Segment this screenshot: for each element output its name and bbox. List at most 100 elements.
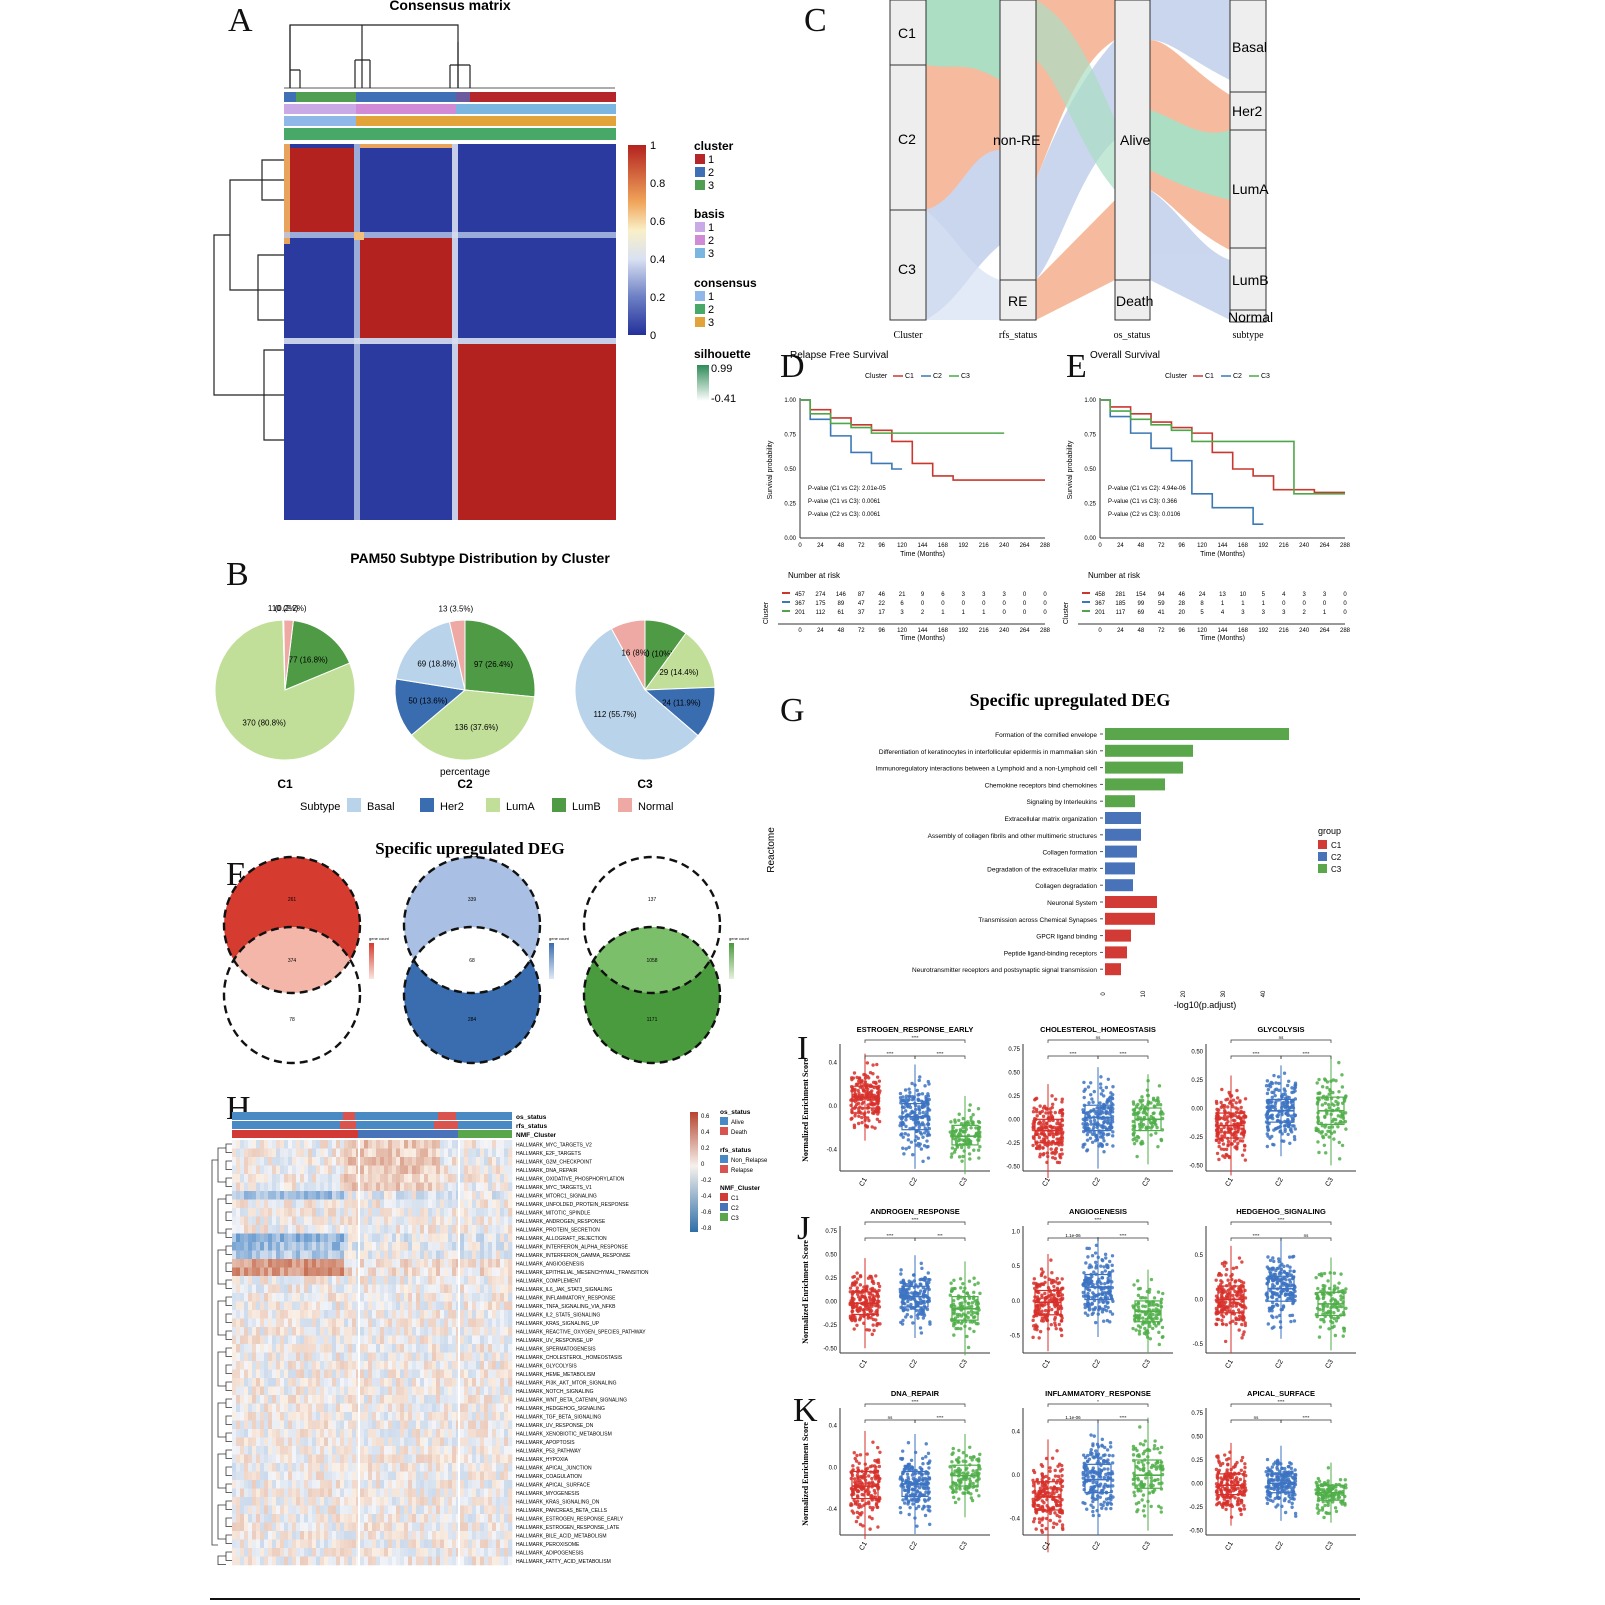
legend-item-cluster: 1	[708, 154, 714, 166]
boxplot-ytick: -0.25	[1189, 1505, 1203, 1511]
reactome-bar	[1105, 778, 1165, 791]
rfs-risk-xtick: 168	[938, 628, 949, 634]
boxplot-ytick: 0.25	[825, 1276, 837, 1282]
os-pvalue: P-value (C1 vs C2): 4.94e-06	[1108, 486, 1186, 492]
sankey-axis-os: os_status	[1114, 330, 1151, 341]
boxplot-points-C1	[849, 1440, 882, 1531]
heatmap-row-label: HALLMARK_MYC_TARGETS_V2	[516, 1143, 592, 1149]
heatmap-row-label: HALLMARK_HEME_METABOLISM	[516, 1372, 595, 1378]
heatmap-annotation-label: NMF_Cluster	[516, 1132, 557, 1139]
boxplot-ytick: -0.5	[1010, 1334, 1021, 1340]
legend-swatch-basis	[695, 222, 705, 232]
heatmap-legend-swatch	[720, 1193, 728, 1201]
rfs-ytick: 0.75	[784, 433, 796, 439]
pie-label-C3: 16 (8%)	[621, 649, 649, 658]
boxplot-title: GLYCOLYSIS	[1258, 1025, 1305, 1034]
heatmap-row-label: HALLMARK_APICAL_SURFACE	[516, 1483, 591, 1489]
reactome-category-label: Extracellular matrix organization	[1005, 816, 1098, 823]
heatmap-scale-tick: -0.4	[701, 1194, 712, 1200]
boxplot-ytick: -0.50	[1006, 1164, 1020, 1170]
reactome-legend-swatch-C3	[1318, 864, 1327, 873]
heatmap-legend-title: rfs_status	[720, 1147, 751, 1154]
pie-slice-C3-LumA	[643, 632, 716, 691]
boxplot-sig-bracket	[1047, 1419, 1099, 1423]
legend-item-consensus: 1	[708, 291, 714, 303]
os-risk-cell: 117	[1116, 610, 1126, 616]
rfs-risk-cell: 0	[1023, 592, 1027, 598]
heatmap-row-label: HALLMARK_IL2_STAT5_SIGNALING	[516, 1313, 600, 1319]
boxplot-sig-label: ****	[1252, 1233, 1259, 1238]
venn-bottom-count: 284	[468, 1017, 477, 1023]
heatmap-row-label: HALLMARK_HEDGEHOG_SIGNALING	[516, 1406, 605, 1412]
boxplot-ytick: 0.25	[1191, 1458, 1203, 1464]
rfs-xtick: 216	[979, 543, 990, 549]
os-ytick: 0.00	[1084, 536, 1096, 542]
boxplot-ytick: 0.0	[1012, 1299, 1021, 1305]
reactome-category-label: Neuronal System	[1047, 900, 1097, 907]
boxplot-xtick: C2	[1274, 1177, 1285, 1188]
heatmap-annotation-label: os_status	[516, 1114, 547, 1121]
heatmap-nmf-cluster-segment	[232, 1130, 358, 1138]
os-km-svg: Overall Survival Cluster C1 C2 C3 1.00 0.75 0.5…	[1063, 350, 1351, 642]
reactome-bar	[1105, 879, 1133, 892]
boxplot-points-C2	[1081, 1075, 1115, 1154]
boxplot-sig-bracket	[1230, 1055, 1282, 1059]
heatmap-row-label: HALLMARK_NOTCH_SIGNALING	[516, 1389, 594, 1395]
os-xtick: 96	[1178, 543, 1185, 549]
rfs-risk-cell: 0	[1023, 610, 1027, 616]
reactome-bar	[1105, 828, 1141, 841]
pie-label-C1: 77 (16.8%)	[289, 655, 328, 664]
boxplot-ytick: 0.4	[1012, 1430, 1021, 1436]
pam50-pie-svg: PAM50 Subtype Distribution by Cluster 77…	[214, 550, 716, 813]
boxplot-xtick: C1	[1224, 1359, 1235, 1370]
sankey-labels: C1 C2 C3 non-RE RE Alive Death Basal Her…	[898, 25, 1273, 325]
left-dendrogram	[213, 159, 284, 441]
venn-top-count: 339	[468, 897, 477, 903]
pie-label-C3: 112 (55.7%)	[594, 710, 637, 719]
boxplot-sig-label: ****	[911, 1399, 918, 1404]
boxplot-points-C1	[1214, 1256, 1248, 1344]
rfs-risk-cell: 46	[878, 592, 885, 598]
boxplot-sig-label: ****	[911, 1035, 918, 1040]
heatmap-legend-swatch	[720, 1155, 728, 1163]
pam50-legend: Subtype Basal Her2 LumA LumB Normal	[300, 798, 673, 813]
boxplot-ytick: 0.5	[1012, 1264, 1021, 1270]
boxplot-sig-label: ****	[886, 1233, 893, 1238]
rfs-risk-cell: 0	[982, 601, 986, 607]
reactome-bar	[1105, 812, 1141, 824]
legend-item-basis: 2	[708, 235, 714, 247]
boxplot-sig-bracket	[1230, 1237, 1282, 1241]
boxplot-xtick: C3	[958, 1541, 969, 1552]
heatmap-row-label: HALLMARK_UV_RESPONSE_UP	[516, 1338, 594, 1344]
rfs-risk-xtick: 120	[897, 628, 908, 634]
os-risk-cell: 8	[1200, 601, 1204, 607]
boxplot-sig-label: ns	[1279, 1035, 1285, 1040]
rfs-km-svg: Relapse Free Survival Cluster C1 C2 C3 1.00 0.…	[763, 350, 1051, 642]
os-xtick: 216	[1279, 543, 1290, 549]
rfs-xtick: 168	[938, 543, 949, 549]
reactome-category-label: GPCR ligand binding	[1036, 934, 1097, 941]
legend-item-cluster: 2	[708, 167, 714, 179]
heatmap-row-label: HALLMARK_ANGIOGENESIS	[516, 1262, 585, 1268]
heatmap-color-scale	[690, 1112, 698, 1232]
rfs-ylabel: Survival probability	[767, 440, 774, 499]
os-risk-cell: 59	[1158, 601, 1165, 607]
reactome-xtick: 40	[1261, 990, 1267, 997]
heatmap-row-label: HALLMARK_MTORC1_SIGNALING	[516, 1194, 597, 1200]
boxplot-ytick: 0.0	[1195, 1297, 1204, 1303]
heatmap-row-label: HALLMARK_WNT_BETA_CATENIN_SIGNALING	[516, 1398, 627, 1404]
rfs-risk-ylabel: Cluster	[763, 601, 770, 624]
annotation-bars	[284, 92, 616, 140]
venn-top-count: 261	[288, 897, 297, 903]
panel-a-consensus-matrix: Consensus matrix	[0, 0, 790, 540]
boxplot-xtick: C2	[1091, 1177, 1102, 1188]
heatmap-row-label: HALLMARK_MYOGENESIS	[516, 1491, 580, 1497]
pie-label-C3: 29 (14.4%)	[659, 668, 698, 677]
boxplot-ytick: -0.5	[1193, 1342, 1204, 1348]
panel-e-os: Overall Survival Cluster C1 C2 C3 1.00 0.75 0.5…	[1060, 350, 1360, 650]
boxplot-xtick: C1	[1224, 1541, 1235, 1552]
rfs-risk-cell: 1	[962, 610, 966, 616]
panel-f-venn: Specific upregulated DEG 261 374 78 gene co…	[210, 830, 770, 1070]
rfs-risk-xtick: 288	[1040, 628, 1051, 634]
os-risk-cell: 185	[1115, 601, 1126, 607]
